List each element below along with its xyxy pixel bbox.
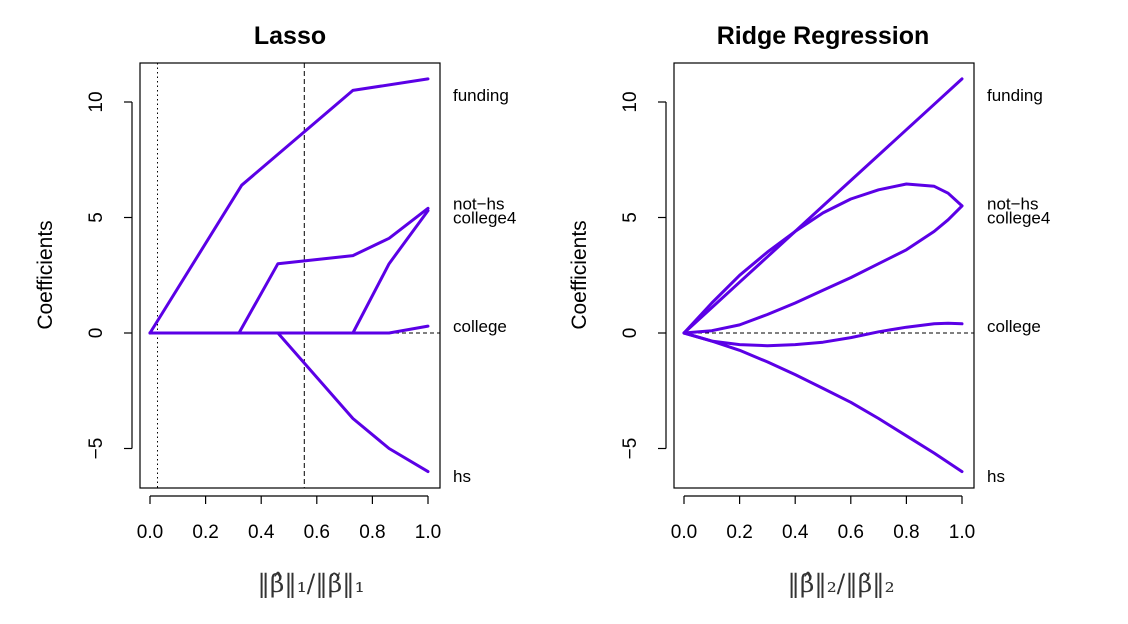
ridge-x-tick-label: 0.4 [782,522,809,543]
ridge-series-label-college: college [987,317,1041,336]
lasso-y-axis-label: Coefficients [34,220,57,329]
lasso-series-line-noths [148,209,430,335]
ridge-plot-frame [673,62,975,489]
ridge-series-line-funding [682,77,964,335]
lasso-lines [148,77,430,474]
lasso-series-line-funding [148,77,430,335]
ridge-x-tick-label: 0.0 [671,522,697,543]
lasso-plot-frame [139,62,441,489]
lasso-series-label-funding: funding [453,86,509,105]
lasso-x-tick-label: 0.0 [137,522,163,543]
ridge-x-tick-label: 0.2 [726,522,752,543]
lasso-y-tick-label: −5 [86,438,107,460]
lasso-x-tick-label: 0.4 [248,522,275,543]
lasso-x-tick-label: 0.8 [359,522,385,543]
lasso-x-tick-label: 0.2 [192,522,218,543]
ridge-panel: Ridge Regression Coefficients ‖β̂‖₂/‖β̃‖… [568,22,1050,599]
ridge-y-tick-label: 10 [620,91,641,112]
ridge-y-tick-label: 0 [620,328,641,339]
ridge-series-line-college [682,321,964,348]
ridge-lines [682,77,964,474]
ridge-series-label-funding: funding [987,86,1043,105]
lasso-series-label-college4: college4 [453,209,516,228]
ridge-x-tick-label: 1.0 [949,522,975,543]
ridge-x-axis-label: ‖β̂‖₂/‖β̃‖₂ [787,569,894,599]
ridge-x-tick-label: 0.6 [838,522,864,543]
lasso-x-tick-label: 1.0 [415,522,441,543]
lasso-x-axis-label: ‖β̂‖₁/‖β̃‖₁ [257,569,364,599]
ridge-y-tick-label: −5 [620,438,641,460]
lasso-series-label-noths: not−hs [453,195,505,214]
lasso-series-line-hs [148,331,430,474]
ridge-series-line-hs [682,331,964,474]
lasso-panel: Lasso Coefficients ‖β̂‖₁/‖β̃‖₁ 0.0 0.2 0.4… [34,22,516,599]
ridge-series-line-college4 [682,204,964,335]
lasso-series-label-college: college [453,317,507,336]
lasso-y-tick-label: 0 [86,328,107,339]
ridge-x-tick-label: 0.8 [893,522,919,543]
ridge-axes: 0.0 0.2 0.4 0.6 0.8 1.0 −5 0 5 10 [620,62,975,543]
ridge-y-tick-label: 5 [620,212,641,223]
lasso-series-label-hs: hs [453,467,471,486]
ridge-title: Ridge Regression [717,22,930,50]
ridge-y-axis-label: Coefficients [568,220,591,329]
ridge-series-line-noths [682,182,964,335]
ridge-series-label-hs: hs [987,467,1005,486]
lasso-x-tick-label: 0.6 [304,522,330,543]
ridge-series-label-noths: not−hs [987,195,1039,214]
lasso-axes: 0.0 0.2 0.4 0.6 0.8 1.0 −5 0 5 10 [86,62,441,543]
lasso-y-tick-label: 5 [86,212,107,223]
ridge-series-label-college4: college4 [987,209,1050,228]
lasso-title: Lasso [254,22,326,50]
lasso-y-tick-label: 10 [86,91,107,112]
